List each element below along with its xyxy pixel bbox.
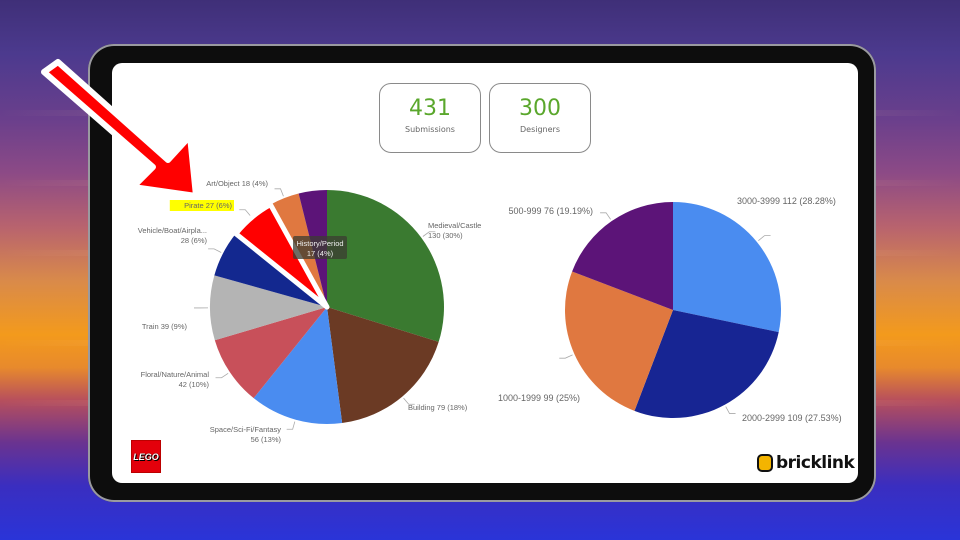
kpi-designers-label: Designers <box>520 125 560 134</box>
pie-slice-500-999[interactable] <box>572 202 673 310</box>
pie-slice-floral-nature-animal[interactable] <box>214 307 327 399</box>
kpi-submissions-card: 431 Submissions <box>379 83 481 153</box>
data-label-value: 42 (10%) <box>179 380 210 389</box>
pie-slice-3000-3999[interactable] <box>673 202 781 333</box>
tooltip-history-period <box>293 236 347 259</box>
pie-slice-1000-1999[interactable] <box>565 271 673 411</box>
data-label: Art/Object 18 (4%) <box>206 179 268 188</box>
data-label: 2000-2999 109 (27.53%) <box>742 413 842 423</box>
data-label-value: 56 (13%) <box>251 435 282 444</box>
lego-logo: LEGO <box>131 440 161 473</box>
data-label: Pirate 27 (6%) <box>184 201 232 210</box>
kpi-submissions-label: Submissions <box>405 125 455 134</box>
data-label: Space/Sci-Fi/Fantasy <box>210 425 282 434</box>
data-label: History/Period <box>296 239 343 248</box>
kpi-designers-card: 300 Designers <box>489 83 591 153</box>
data-label-value: 130 (30%) <box>428 231 463 240</box>
kpi-designers-value: 300 <box>519 96 561 121</box>
pirate-label-highlight <box>169 200 234 211</box>
pie-slice-vehicle-boat-airpla-[interactable] <box>214 233 327 307</box>
pie-slice-pirate[interactable] <box>233 202 330 310</box>
pie-slice-building[interactable] <box>327 307 439 424</box>
data-label: 500-999 76 (19.19%) <box>508 206 593 216</box>
data-label: 1000-1999 99 (25%) <box>498 393 580 403</box>
price-range-pie-chart[interactable]: 3000-3999 112 (28.28%) 2000-2999 109 (27.… <box>498 196 842 423</box>
data-label: Vehicle/Boat/Airpla... <box>138 226 207 235</box>
data-label: Medieval/Castle <box>428 221 481 230</box>
data-label: 3000-3999 112 (28.28%) <box>737 196 836 206</box>
bricklink-logo: bricklink <box>757 453 855 473</box>
data-label: Building 79 (18%) <box>408 403 468 412</box>
data-label-value: 17 (4%) <box>307 249 334 258</box>
data-label: Floral/Nature/Animal <box>141 370 210 379</box>
red-arrow-annotation <box>41 59 199 199</box>
pie-slice-train[interactable] <box>209 275 327 341</box>
data-label-value: 28 (6%) <box>181 236 208 245</box>
bricklink-cube-icon <box>757 454 773 472</box>
pie-slice-2000-2999[interactable] <box>634 310 779 419</box>
data-label: Train 39 (9%) <box>142 322 188 331</box>
pie-slice-space-sci-fi-fantasy[interactable] <box>253 307 343 424</box>
pie-slice-medieval-castle[interactable] <box>327 190 445 342</box>
kpi-submissions-value: 431 <box>409 96 451 121</box>
